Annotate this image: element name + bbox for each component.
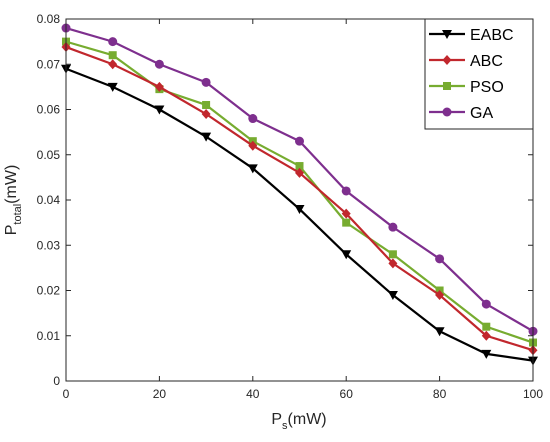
data-point-abc bbox=[108, 59, 118, 70]
data-point-pso bbox=[202, 100, 211, 109]
data-point-abc bbox=[154, 81, 164, 92]
x-tick-label: 20 bbox=[153, 387, 167, 401]
axes: 0 20 40 60 80 100 0 0.01 0.02 0.03 0.04 0.05 0.06 0.0… bbox=[37, 12, 544, 401]
data-point-eabc bbox=[107, 82, 118, 92]
data-point-abc bbox=[248, 140, 258, 151]
y-tick-label: 0 bbox=[53, 374, 60, 388]
data-point-ga bbox=[201, 77, 211, 87]
data-point-ga bbox=[154, 59, 164, 69]
data-point-ga bbox=[248, 114, 258, 124]
plot-layer bbox=[61, 23, 538, 366]
data-point-eabc bbox=[387, 291, 398, 301]
data-point-pso bbox=[482, 322, 491, 331]
data-point-ga bbox=[481, 299, 491, 309]
data-point-abc bbox=[481, 330, 491, 341]
y-tick-label: 0.05 bbox=[37, 148, 61, 162]
data-point-abc bbox=[388, 258, 398, 269]
data-point-ga bbox=[388, 222, 398, 232]
y-axis-label: Ptotal(mW) bbox=[3, 165, 24, 236]
legend-item-eabc: EABC bbox=[429, 27, 514, 44]
data-point-eabc bbox=[154, 105, 165, 115]
y-tick-label: 0.06 bbox=[37, 103, 61, 117]
x-tick-label: 80 bbox=[433, 387, 447, 401]
legend-item-ga: GA bbox=[429, 105, 493, 122]
data-point-ga bbox=[341, 186, 351, 196]
x-tick-label: 100 bbox=[523, 387, 543, 401]
y-tick-label: 0.02 bbox=[37, 284, 61, 298]
legend-marker bbox=[442, 107, 452, 117]
data-point-ga bbox=[435, 254, 445, 264]
y-tick-label: 0.07 bbox=[37, 57, 61, 71]
y-tick-label: 0.04 bbox=[37, 193, 61, 207]
legend-label: ABC bbox=[470, 53, 503, 70]
data-point-ga bbox=[108, 37, 118, 47]
legend-label: EABC bbox=[470, 27, 514, 44]
data-point-eabc bbox=[247, 164, 258, 174]
data-point-pso bbox=[108, 51, 117, 60]
legend-item-abc: ABC bbox=[429, 53, 503, 70]
data-point-pso bbox=[388, 250, 397, 259]
data-point-eabc bbox=[434, 327, 445, 337]
data-point-eabc bbox=[294, 205, 305, 215]
data-point-ga bbox=[295, 136, 304, 146]
data-point-pso bbox=[342, 218, 351, 227]
legend-label: GA bbox=[470, 105, 493, 122]
data-point-eabc bbox=[201, 132, 212, 142]
x-tick-label: 0 bbox=[63, 387, 70, 401]
x-tick-label: 60 bbox=[340, 387, 354, 401]
data-point-eabc bbox=[341, 250, 352, 260]
y-tick-label: 0.08 bbox=[37, 12, 61, 26]
data-point-abc bbox=[435, 290, 445, 301]
y-tick-label: 0.03 bbox=[37, 238, 61, 252]
legend: EABC ABC PSO GA bbox=[424, 18, 534, 130]
y-tick-label: 0.01 bbox=[37, 329, 61, 343]
x-tick-label: 40 bbox=[246, 387, 260, 401]
x-axis-label: Ps(mW) bbox=[271, 411, 326, 432]
data-point-pso bbox=[295, 162, 304, 171]
legend-label: PSO bbox=[470, 79, 504, 96]
series-ga bbox=[61, 23, 538, 336]
data-point-abc bbox=[341, 208, 351, 219]
data-point-abc bbox=[201, 109, 211, 120]
legend-item-pso: PSO bbox=[429, 79, 504, 96]
legend-marker bbox=[442, 55, 452, 65]
data-point-eabc bbox=[481, 349, 492, 359]
legend-marker bbox=[443, 82, 451, 90]
data-point-abc bbox=[295, 167, 304, 178]
legend-marker bbox=[442, 30, 452, 39]
